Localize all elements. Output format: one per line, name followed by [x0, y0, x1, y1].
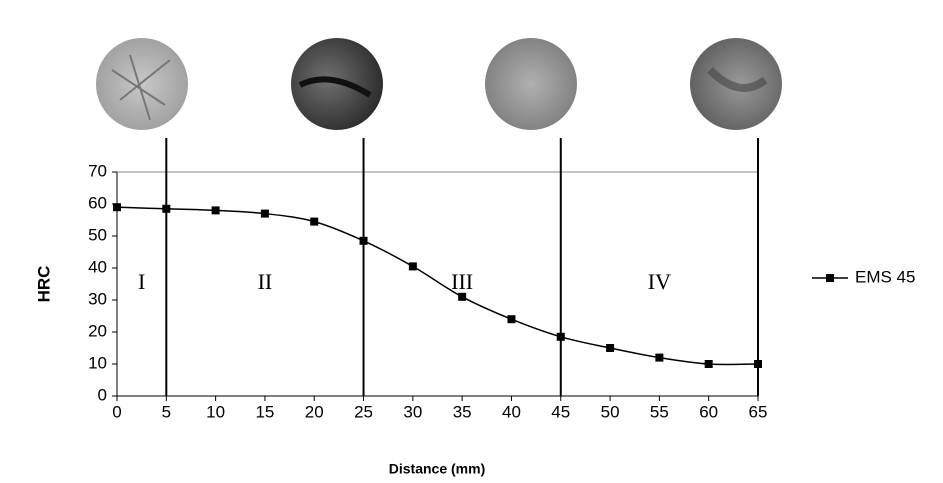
- x-axis-label: Distance (mm): [389, 461, 485, 477]
- point: [408, 262, 417, 271]
- micrograph: [96, 38, 188, 130]
- micrograph: [291, 38, 383, 130]
- y-tick-label: 10: [88, 353, 107, 372]
- point: [606, 344, 615, 352]
- y-tick-label: 20: [88, 321, 107, 340]
- legend-label: EMS 45: [855, 267, 915, 286]
- y-tick-label: 30: [88, 289, 107, 308]
- y-tick-label: 60: [88, 193, 107, 212]
- point: [310, 217, 319, 226]
- x-tick-label: 25: [354, 402, 373, 421]
- x-tick-label: 50: [601, 402, 620, 421]
- point: [359, 236, 368, 245]
- series-line: [116, 206, 759, 366]
- point: [260, 209, 269, 218]
- x-tick-label: 10: [206, 402, 225, 421]
- micrograph-texture: [298, 76, 372, 98]
- zone-label: II: [258, 269, 273, 294]
- x-tick-label: 45: [551, 402, 570, 421]
- x-tick-label: 60: [699, 402, 718, 421]
- x-tick-label: 20: [305, 402, 324, 421]
- x-tick-label: 40: [502, 402, 521, 421]
- micrograph-texture: [707, 67, 768, 92]
- point: [655, 353, 664, 362]
- point: [556, 332, 565, 341]
- point: [754, 360, 762, 368]
- point: [211, 206, 220, 215]
- y-axis-label: HRC: [34, 266, 53, 303]
- zone-label: IV: [648, 269, 671, 294]
- x-tick-label: 65: [749, 402, 768, 421]
- zone-label: III: [451, 269, 473, 294]
- x-tick-label: 0: [112, 402, 121, 421]
- point: [458, 292, 467, 301]
- micrographs: [96, 38, 782, 130]
- x-tick-label: 30: [403, 402, 422, 421]
- y-tick-label: 0: [98, 385, 107, 404]
- x-tick-label: 55: [650, 402, 669, 421]
- y-tick-label: 40: [88, 257, 107, 276]
- point: [704, 360, 713, 368]
- x-tick-label: 15: [255, 402, 274, 421]
- point: [507, 315, 516, 324]
- point: [113, 203, 121, 212]
- x-tick-label: 5: [162, 402, 171, 421]
- point: [162, 204, 171, 213]
- y-tick-label: 70: [88, 161, 107, 180]
- micrograph-texture: [111, 54, 171, 121]
- y-tick-label: 50: [88, 225, 107, 244]
- zone-label: I: [138, 269, 145, 294]
- legend-marker: [826, 274, 834, 282]
- micrograph: [485, 38, 577, 130]
- x-tick-label: 35: [453, 402, 472, 421]
